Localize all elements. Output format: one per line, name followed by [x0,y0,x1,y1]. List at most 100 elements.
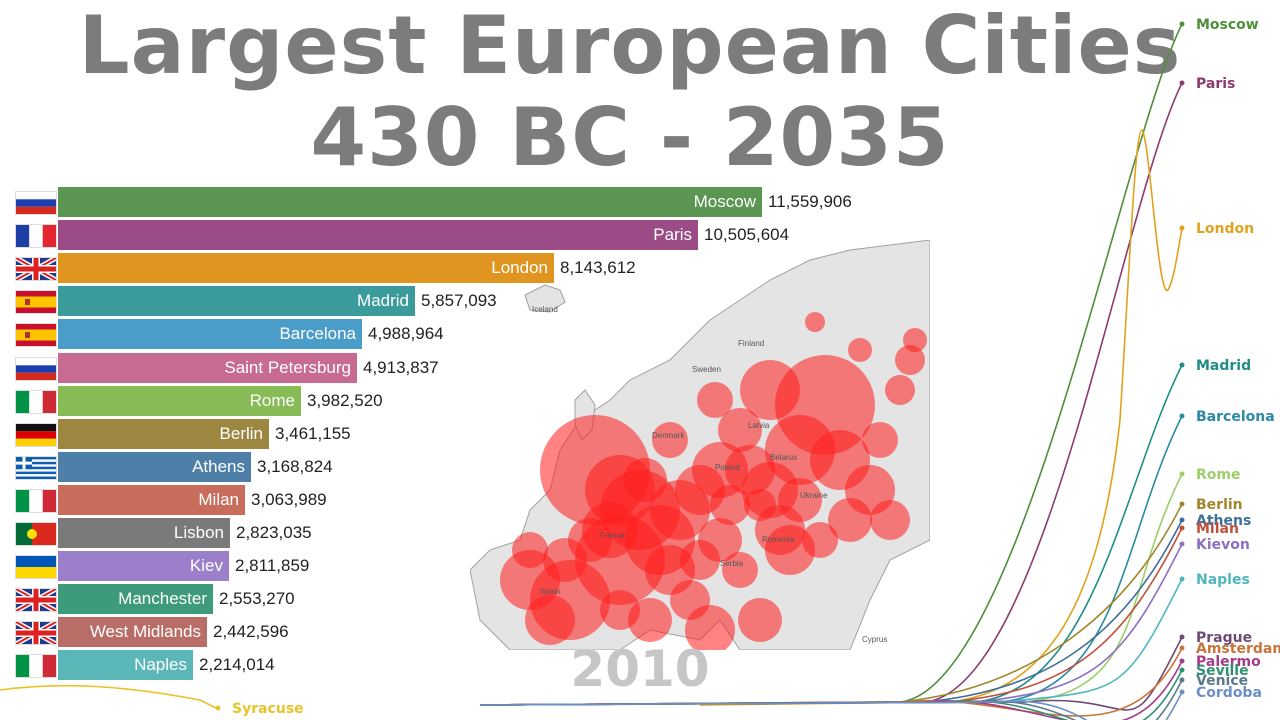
italy-flag-icon [16,655,56,678]
population-circle [740,360,800,420]
line-label-syracuse: Syracuse [232,701,304,717]
line-label-venice: Venice [1196,673,1248,689]
bar-value-label: 2,442,596 [213,622,289,642]
line-endpoint [1179,645,1185,651]
bar-row-athens: Athens 3,168,824 [0,451,900,482]
population-circle [885,375,915,405]
line-label-moscow: Moscow [1196,17,1259,33]
bar-row-saint-petersburg: Saint Petersburg 4,913,837 [0,352,900,383]
uk-flag-icon [16,622,56,645]
europe-map: Iceland Finland Sweden Latvia Denmark Be… [470,240,930,650]
map-label-cyprus: Cyprus [862,635,887,644]
line-series-london [699,129,1183,706]
population-circle [778,478,822,522]
line-label-amsterdam: Amsterdam [1196,641,1280,657]
bar: Paris [58,220,698,251]
population-circle [685,605,735,650]
bar: Kiev [58,551,229,582]
russia-flag-icon [16,357,56,380]
map-country-labels: Iceland Finland Sweden Latvia Denmark Be… [532,305,887,644]
population-circle [828,498,872,542]
line-endpoint [1179,517,1185,523]
line-endpoint [1179,21,1185,27]
map-label-finland: Finland [738,339,764,348]
bar-row-rome: Rome 3,982,520 [0,385,900,416]
population-circle [722,552,758,588]
bar-value-label: 3,461,155 [275,423,351,443]
line-label-london: London [1196,221,1254,237]
line-label-rome: Rome [1196,467,1240,483]
population-circle [862,422,898,458]
bar-value-label: 10,505,604 [704,225,790,245]
line-series-athens [479,519,1183,706]
line-label-milan: Milan [1196,521,1239,537]
bar: Saint Petersburg [58,352,357,383]
line-series-moscow [479,23,1183,706]
bar-row-berlin: Berlin 3,461,155 [0,418,900,449]
line-label-berlin: Berlin [1196,497,1243,513]
line-endpoint [1179,634,1185,640]
bar-value-label: 2,553,270 [219,589,295,609]
bar-value-label: 2,214,014 [199,655,275,675]
population-circle [680,540,720,580]
line-label-prague: Prague [1196,630,1252,646]
bar-value-label: 4,988,964 [368,324,444,344]
bar-value-label: 2,811,859 [235,556,310,576]
population-circle [775,355,875,455]
line-endpoint [1179,501,1185,507]
title-line-2: 430 BC - 2035 [310,91,950,184]
line-series-kievon [479,543,1183,706]
line-series-cordoba [479,691,1183,720]
line-endpoint [1179,541,1185,547]
year-label: 2010 [570,640,710,698]
bar: Rome [58,385,301,416]
map-label-poland: Poland [715,463,740,472]
france-flag-icon [16,225,56,248]
greece-flag-icon [16,456,56,479]
bar: Moscow [58,187,762,217]
russia-flag-icon [16,192,56,214]
bar-value-label: 4,913,837 [363,357,439,377]
line-endpoint [1179,471,1185,477]
bar: Berlin [58,418,269,449]
germany-flag-icon [16,423,56,446]
line-label-paris: Paris [1196,76,1235,92]
bar-row-paris: Paris 10,505,604 [0,220,900,251]
population-circle [744,489,776,521]
bar: Barcelona [58,319,362,350]
line-series-prague [479,636,1183,711]
line-label-kievon: Kievon [1196,537,1250,553]
bar-value-label: 3,063,989 [251,489,327,509]
bar-row-madrid: Madrid 5,857,093 [0,286,900,317]
bar-row-milan: Milan 3,063,989 [0,484,900,515]
population-circle [525,595,575,645]
bar: Naples [58,650,193,681]
spain-flag-icon [16,291,56,314]
population-circle [848,338,872,362]
bar-row-barcelona: Barcelona 4,988,964 [0,319,900,350]
line-endpoint [1179,576,1185,582]
line-label-athens: Athens [1196,513,1251,529]
line-endpoint [1179,525,1185,531]
bar: London [58,253,554,284]
line-label-madrid: Madrid [1196,358,1251,374]
map-label-iceland: Iceland [532,305,558,314]
population-circle [895,345,925,375]
bar: Athens [58,451,251,482]
population-circle [623,458,667,502]
map-label-spain: Spain [540,587,560,596]
population-circle [710,485,750,525]
bar-row-naples: Naples 2,214,014 [0,650,900,681]
portugal-flag-icon [16,523,56,545]
spain-flag-icon [16,324,56,347]
population-circle [652,422,688,458]
line-series-berlin [479,503,1183,706]
italy-flag-icon [16,489,56,512]
bar: Manchester [58,584,213,615]
bar-row-london: London 8,143,612 [0,253,900,284]
line-label-palermo: Palermo [1196,654,1261,670]
bar-row-manchester: Manchester 2,553,270 [0,584,900,615]
bar: Madrid [58,286,415,317]
line-label-naples: Naples [1196,572,1250,588]
